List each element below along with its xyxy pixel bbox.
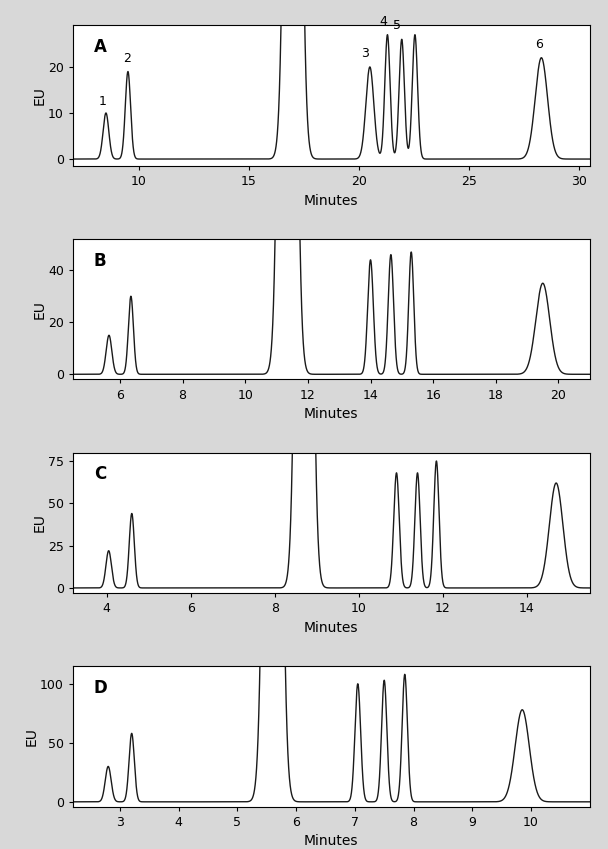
Text: 6: 6 — [535, 38, 543, 51]
Text: 4: 4 — [379, 14, 387, 28]
Y-axis label: EU: EU — [33, 87, 47, 105]
Text: 2: 2 — [123, 52, 131, 65]
Text: A: A — [94, 38, 106, 56]
X-axis label: Minutes: Minutes — [304, 194, 359, 207]
Y-axis label: EU: EU — [25, 727, 39, 745]
Text: 3: 3 — [362, 47, 370, 60]
Text: D: D — [94, 678, 108, 697]
Text: B: B — [94, 251, 106, 270]
X-axis label: Minutes: Minutes — [304, 407, 359, 421]
Text: 5: 5 — [393, 20, 401, 32]
Y-axis label: EU: EU — [33, 300, 47, 318]
X-axis label: Minutes: Minutes — [304, 621, 359, 634]
Y-axis label: EU: EU — [33, 514, 47, 532]
Text: 1: 1 — [98, 95, 106, 109]
X-axis label: Minutes: Minutes — [304, 834, 359, 848]
Text: C: C — [94, 465, 106, 483]
